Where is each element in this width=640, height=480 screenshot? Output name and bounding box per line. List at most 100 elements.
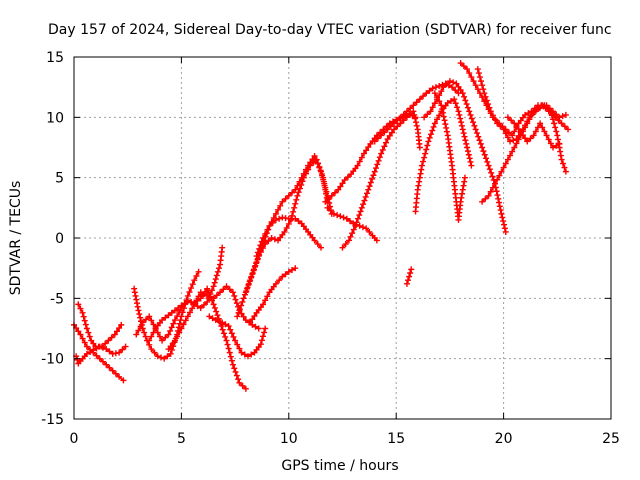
data-point-marker [233, 300, 240, 307]
data-point-marker [527, 135, 534, 142]
data-point-marker [264, 226, 271, 233]
data-point-marker [272, 216, 279, 223]
data-point-marker [262, 241, 269, 248]
data-point-marker [342, 241, 349, 248]
data-point-marker [343, 215, 350, 222]
data-point-marker [320, 178, 327, 185]
data-point-marker [483, 97, 490, 104]
data-point-marker [220, 330, 227, 337]
data-point-marker [496, 172, 503, 179]
data-point-marker [471, 122, 478, 129]
data-point-marker [494, 176, 501, 183]
data-point-marker [170, 320, 177, 327]
data-point-marker [344, 174, 351, 181]
data-point-marker [292, 200, 299, 207]
data-point-marker [83, 343, 90, 350]
data-point-marker [418, 162, 425, 169]
data-point-marker [277, 202, 284, 209]
data-point-marker [212, 276, 219, 283]
data-point-marker [421, 154, 428, 161]
data-point-marker [403, 114, 410, 121]
data-point-marker [443, 81, 450, 88]
data-point-marker [176, 309, 183, 316]
data-point-marker [436, 112, 443, 119]
x-tick-label: 5 [177, 431, 186, 447]
data-point-marker [184, 297, 191, 304]
data-point-marker [373, 165, 380, 172]
data-point-marker [165, 331, 172, 338]
data-point-marker [260, 235, 267, 241]
data-point-marker [353, 219, 360, 226]
data-point-marker [510, 137, 517, 144]
data-point-marker [85, 329, 92, 336]
data-point-marker [438, 88, 445, 95]
data-point-marker [279, 273, 286, 280]
series-arc-1 [71, 321, 127, 384]
data-point-marker [427, 131, 434, 138]
data-point-marker [459, 90, 466, 97]
data-point-marker [461, 174, 468, 181]
data-point-marker [444, 99, 451, 106]
data-point-marker [314, 241, 321, 248]
data-point-marker [482, 93, 489, 100]
data-point-marker [234, 313, 241, 320]
data-point-marker [374, 161, 381, 168]
data-point-marker [460, 63, 467, 70]
data-point-marker [561, 164, 568, 171]
data-point-marker [116, 349, 123, 356]
data-point-marker [80, 313, 87, 320]
data-point-marker [204, 298, 211, 305]
data-point-marker [168, 346, 175, 353]
data-point-marker [429, 85, 436, 92]
data-point-marker [357, 208, 364, 215]
data-point-marker [209, 315, 216, 322]
data-point-marker [423, 90, 430, 97]
data-point-marker [429, 104, 436, 111]
data-point-marker [142, 316, 149, 323]
data-point-marker [108, 334, 115, 341]
data-point-marker [482, 155, 489, 162]
data-point-marker [474, 86, 481, 93]
data-point-marker [254, 249, 261, 256]
data-point-marker [167, 350, 174, 357]
data-point-marker [133, 331, 140, 338]
data-point-marker [528, 112, 535, 119]
data-point-marker [397, 120, 404, 127]
data-point-marker [391, 126, 398, 133]
data-point-marker [508, 117, 515, 124]
data-point-marker [103, 361, 110, 368]
data-point-marker [440, 84, 447, 91]
data-point-marker [200, 301, 207, 308]
data-point-marker [459, 186, 466, 193]
data-point-marker [539, 124, 546, 131]
data-point-marker [174, 333, 181, 340]
data-point-marker [188, 298, 195, 305]
data-point-marker [113, 328, 120, 335]
data-point-marker [394, 123, 401, 130]
data-point-marker [462, 137, 469, 144]
data-point-marker [137, 314, 144, 321]
data-point-marker [340, 214, 347, 221]
data-point-marker [136, 311, 143, 318]
data-point-marker [150, 329, 157, 336]
data-point-marker [555, 136, 562, 143]
data-point-marker [458, 194, 465, 201]
data-point-marker [229, 289, 236, 296]
data-point-marker [176, 329, 183, 336]
data-point-marker [391, 120, 398, 127]
data-point-marker [459, 190, 466, 197]
data-point-marker [290, 208, 297, 215]
data-point-marker [313, 156, 320, 163]
data-point-marker [239, 382, 246, 389]
data-point-marker [86, 333, 93, 340]
data-point-marker [412, 119, 419, 126]
data-point-marker [83, 350, 90, 357]
data-point-marker [227, 353, 234, 360]
data-point-marker [347, 218, 354, 225]
y-tick-label: 0 [55, 231, 64, 247]
data-point-marker [492, 180, 499, 187]
data-point-marker [111, 331, 118, 338]
data-point-marker [242, 385, 249, 392]
data-point-marker [489, 173, 496, 180]
data-point-marker [429, 127, 436, 134]
